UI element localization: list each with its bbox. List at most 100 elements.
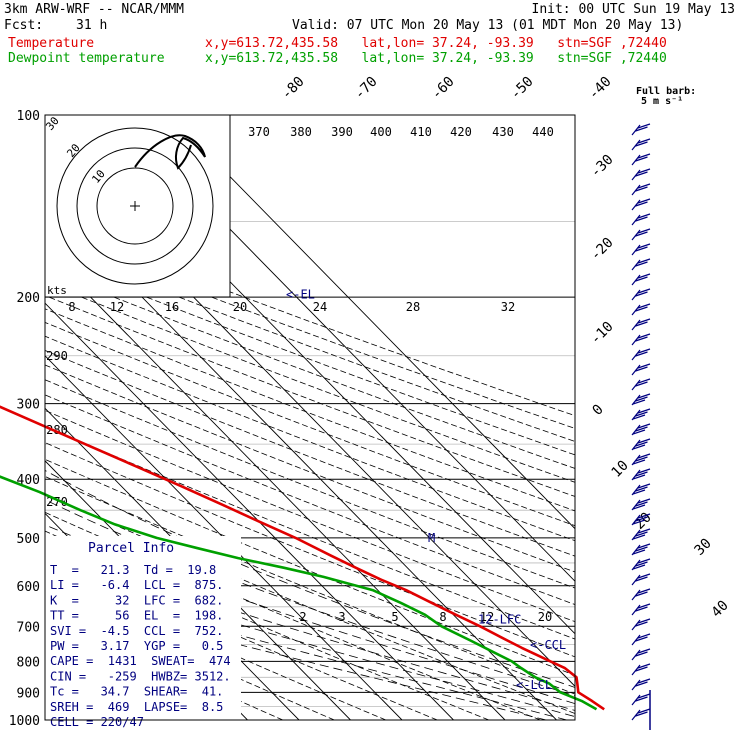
pressure-tick-label: 100 [17, 109, 40, 124]
pressure-tick-label: 800 [17, 655, 40, 670]
wind-barb [631, 498, 651, 511]
theta-label: 410 [410, 125, 432, 139]
isotherm-line [45, 302, 454, 720]
wind-barb [631, 543, 651, 556]
theta-label: 370 [248, 125, 270, 139]
isotherm-label: 0 [590, 402, 607, 419]
pressure-tick-label: 700 [17, 620, 40, 635]
barb-legend-value: 5 m s⁻¹ [641, 96, 683, 107]
pressure-tick-label: 900 [17, 686, 40, 701]
mixing-ratio-label: 8 [439, 610, 446, 624]
isotherm-label: -70 [352, 74, 381, 103]
parcel-info-row: PW = 3.17 YGP = 0.5 [50, 639, 223, 653]
pressure-tick-label: 500 [17, 532, 40, 547]
dry-adiabat [45, 349, 575, 557]
wind-barb [631, 408, 651, 421]
temperature-profile [0, 405, 605, 711]
wind-barb [631, 558, 651, 571]
wind-barb [631, 438, 651, 451]
hodograph-speed-label: 20 [233, 300, 247, 314]
parcel-info-row: K = 32 LFC = 682. [50, 593, 223, 607]
wind-barb [631, 138, 651, 151]
isotherm-label: -50 [508, 74, 537, 103]
init-time: Init: 00 UTC Sun 19 May 13 [531, 2, 736, 17]
hodograph: 30 20 10 kts [43, 114, 231, 298]
wind-barb [631, 258, 651, 271]
wind-barb [631, 648, 651, 661]
pressure-tick-label: 1000 [9, 714, 40, 729]
isotherm-line [169, 115, 575, 530]
dewpoint-location: x,y=613.72,435.58 lat,lon= 37.24, -93.39… [205, 51, 667, 66]
moist-adiabat [45, 499, 575, 697]
isotherm-label: 10 [609, 458, 632, 481]
wind-barb [631, 183, 651, 196]
isotherm-label: -40 [586, 74, 615, 103]
theta-label: 430 [492, 125, 514, 139]
mixing-ratio-label: 2 [299, 610, 306, 624]
isotherm-label: -80 [279, 74, 308, 103]
parcel-info-row: TT = 56 EL = 198. [50, 609, 223, 623]
isotherm-line [45, 355, 403, 720]
level-marker-label: M [428, 531, 435, 545]
wind-barb [631, 468, 651, 481]
wind-barb [631, 168, 651, 181]
pressure-tick-label: 300 [17, 398, 40, 413]
wind-barb [631, 453, 651, 466]
wind-barb [631, 423, 651, 436]
wind-barb [631, 198, 651, 211]
temperature-axis-labels: -80 -70 -60 -50 -40 -30 -20 -10 0 10 20 30 40 [279, 74, 732, 621]
wind-barb [631, 378, 651, 391]
isotherm-label: -10 [588, 319, 617, 348]
dry-adiabat [45, 476, 575, 695]
hodograph-speed-label: 32 [501, 300, 515, 314]
mixing-ratio-label: 12 [480, 610, 494, 624]
isotherm-label: 30 [692, 536, 715, 559]
dry-adiabat [45, 295, 575, 497]
hodograph-speed-label: 8 [68, 300, 75, 314]
wind-barb [631, 303, 651, 316]
hodograph-units: kts [47, 284, 67, 297]
pressure-tick-label: 400 [17, 473, 40, 488]
theta-label: 420 [450, 125, 472, 139]
level-marker-label: <-LCL [516, 678, 552, 692]
level-marker-label: <-CCL [530, 638, 566, 652]
dewpoint-profile [0, 475, 598, 711]
pressure-tick-label: 600 [17, 580, 40, 595]
dry-adiabat [45, 530, 489, 720]
dry-adiabat [45, 394, 575, 606]
barb-legend-title: Full barb: [636, 86, 696, 97]
dry-adiabat [45, 442, 575, 658]
parcel-info-row: LI = -6.4 LCL = 875. [50, 578, 223, 592]
wind-barb [631, 588, 651, 601]
parcel-info-title: Parcel Info [88, 541, 174, 556]
hodograph-speed-label: 16 [165, 300, 179, 314]
theta-label: 390 [331, 125, 353, 139]
parcel-info-box: Parcel Info T = 21.3 Td = 19.8LI = -6.4 … [45, 536, 241, 729]
wind-barb [631, 318, 651, 331]
parcel-info-row: CELL = 220/47 [50, 715, 144, 729]
parcel-info-row: CIN = -259 HWBZ= 3512. [50, 669, 231, 683]
wind-barb [631, 243, 651, 256]
dry-adiabat [45, 322, 575, 527]
parcel-info-row: T = 21.3 Td = 19.8 [50, 563, 216, 577]
theta-label: 400 [370, 125, 392, 139]
temperature-legend-label: Temperature [8, 36, 95, 51]
mixing-ratio-label: 3 [338, 610, 345, 624]
theta-label: 380 [290, 125, 312, 139]
wind-barb [631, 663, 651, 676]
mixing-ratio-label: 5 [391, 610, 398, 624]
forecast-label: Fcst: [4, 18, 44, 33]
theta-label: 290 [46, 349, 68, 363]
forecast-hour: 31 h [76, 18, 108, 33]
hodograph-speed-label: 24 [313, 300, 327, 314]
wind-barb [631, 228, 651, 241]
wind-barbs [631, 123, 651, 730]
level-marker-label: 12-LFC [478, 612, 521, 626]
wind-barb [631, 633, 651, 646]
dewpoint-line [0, 475, 598, 711]
hodograph-speed-label: 28 [406, 300, 420, 314]
wind-barb [631, 123, 651, 136]
parcel-info-row: SVI = -4.5 CCL = 752. [50, 624, 223, 638]
